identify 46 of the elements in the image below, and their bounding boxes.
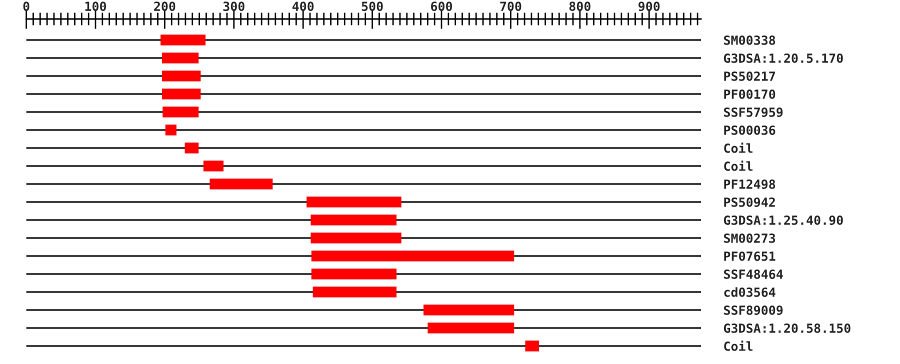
y-tick-label: PF12498 [724,179,776,189]
y-tick-label: G3DSA:1.20.58.150 [724,323,850,333]
bar [162,106,199,118]
x-tick-label: 800 [569,2,590,12]
y-tick-label: PS00036 [724,125,776,135]
x-tick-label: 0 [23,2,30,12]
x-tick-label: 500 [362,2,383,12]
y-tick-label: G3DSA:1.20.5.170 [724,53,843,63]
x-tick-label: 100 [85,2,106,12]
bar [162,88,201,100]
x-tick-label: 300 [223,2,244,12]
y-tick-label: SM00273 [724,233,776,243]
bar [312,286,397,298]
y-tick-label: Coil [724,340,752,351]
x-tick-label: 200 [154,2,176,12]
bar [311,268,397,280]
bar [210,178,273,190]
y-tick-label: PF00170 [724,89,776,99]
bar [310,232,402,244]
bar [424,304,514,316]
bar [310,214,397,226]
x-tick-label: 700 [500,2,522,12]
bar [160,34,206,46]
y-tick-label: Coil [724,160,752,171]
bar [428,322,514,334]
bar [311,250,514,262]
y-tick-label: cd03564 [724,287,776,297]
y-tick-label: Coil [724,142,752,153]
bar [203,160,224,172]
y-tick-label: PS50942 [724,197,775,207]
y-tick-label: SSF57959 [724,107,783,117]
y-tick-label: G3DSA:1.25.40.90 [724,215,843,225]
x-tick-label: 400 [292,2,314,12]
bar [525,340,540,352]
y-tick-label: SSF89009 [724,305,783,315]
bar [306,196,402,208]
y-tick-label: PS50217 [724,71,775,81]
y-tick-label: SM00338 [724,35,776,45]
bar [184,142,199,154]
bar [162,70,201,82]
y-tick-label: SSF48464 [724,269,783,279]
bar [162,52,199,64]
x-tick-label: 600 [431,2,452,12]
bar [165,124,176,136]
y-tick-label: PF07651 [724,251,776,261]
x-tick-label: 900 [638,2,660,12]
